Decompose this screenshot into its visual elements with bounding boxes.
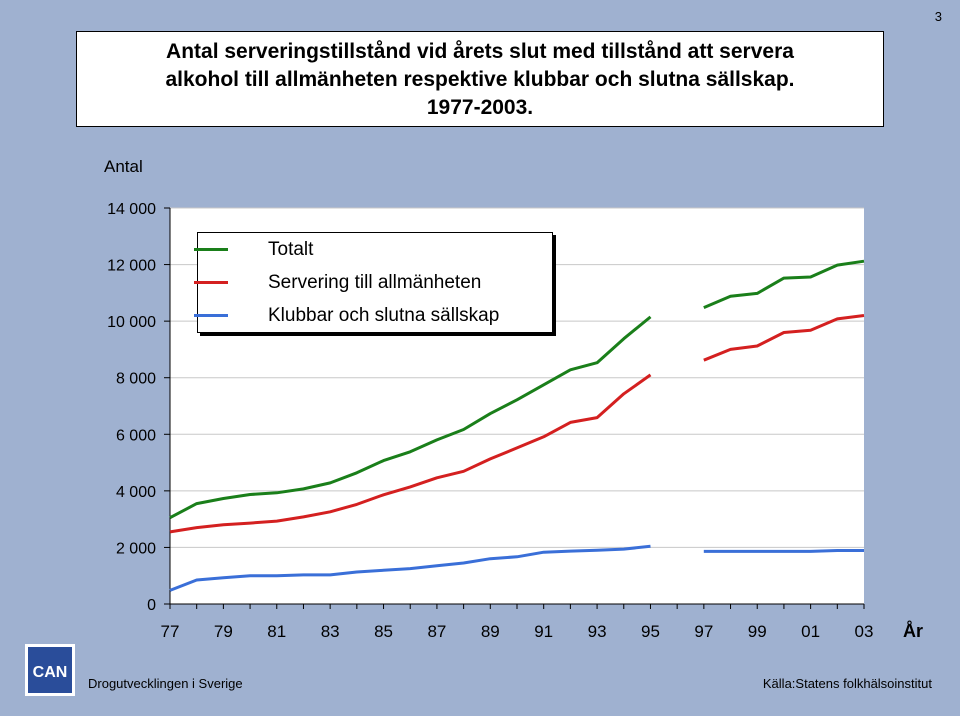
- title-line-3: 1977-2003.: [426, 96, 534, 119]
- y-tick-label: 8 000: [116, 371, 156, 388]
- y-tick-label: 2 000: [116, 540, 156, 557]
- can-logo: CAN: [25, 644, 75, 696]
- y-axis-title: Antal: [104, 157, 143, 176]
- legend-label-totalt: Totalt: [268, 239, 314, 260]
- x-axis-ticks: 77 79 81 83 85 87 89 91 93 95 97 99 01 03: [161, 604, 874, 641]
- series-line-allmanheten: [703, 314, 865, 362]
- x-tick-label: 85: [374, 622, 393, 641]
- x-tick-label: 03: [855, 622, 874, 641]
- legend-label-klubbar: Klubbar och slutna sällskap: [268, 305, 500, 326]
- legend-swatch-klubbar: [194, 314, 228, 317]
- title-line-1: Antal serveringstillstånd vid årets slut…: [166, 40, 794, 63]
- y-tick-label: 4 000: [116, 484, 156, 501]
- x-tick-label: 93: [588, 622, 607, 641]
- series-line-totalt: [169, 315, 652, 520]
- legend-label-allmanheten: Servering till allmänheten: [268, 272, 482, 293]
- series-line-totalt: [703, 259, 865, 309]
- logo-text: CAN: [33, 664, 68, 681]
- y-tick-label: 14 000: [107, 201, 156, 218]
- title-line-2: alkohol till allmänheten respektive klub…: [165, 68, 795, 91]
- legend-swatch-allmanheten: [194, 281, 228, 284]
- series-line-klubbar: [703, 549, 864, 553]
- x-axis-title: År: [903, 621, 924, 641]
- series-line-allmanheten: [169, 373, 652, 534]
- x-tick-label: 95: [641, 622, 660, 641]
- y-tick-label: 0: [147, 597, 156, 614]
- x-tick-label: 79: [214, 622, 233, 641]
- chart-title: Antal serveringstillstånd vid årets slut…: [76, 31, 884, 127]
- footer-right: Källa:Statens folkhälsoinstitut: [762, 676, 932, 691]
- y-tick-label: 12 000: [107, 258, 156, 275]
- x-tick-label: 89: [481, 622, 500, 641]
- x-tick-label: 81: [267, 622, 286, 641]
- x-tick-label: 01: [801, 622, 820, 641]
- x-tick-label: 83: [321, 622, 340, 641]
- series-line-klubbar: [169, 544, 651, 592]
- x-tick-label: 97: [694, 622, 713, 641]
- footer-left: Drogutvecklingen i Sverige: [88, 676, 243, 691]
- y-tick-label: 6 000: [116, 427, 156, 444]
- y-axis-ticks: 0 2 000 4 000 6 000 8 000 10 000 12 000 14 000: [107, 201, 170, 614]
- x-tick-label: 87: [427, 622, 446, 641]
- x-tick-label: 91: [534, 622, 553, 641]
- page-number: 3: [934, 9, 942, 24]
- legend: Totalt Servering till allmänheten Klubba…: [194, 232, 553, 333]
- x-tick-label: 99: [748, 622, 767, 641]
- series-lines: [169, 259, 865, 592]
- x-tick-label: 77: [161, 622, 180, 641]
- y-tick-label: 10 000: [107, 314, 156, 331]
- legend-swatch-totalt: [194, 248, 228, 251]
